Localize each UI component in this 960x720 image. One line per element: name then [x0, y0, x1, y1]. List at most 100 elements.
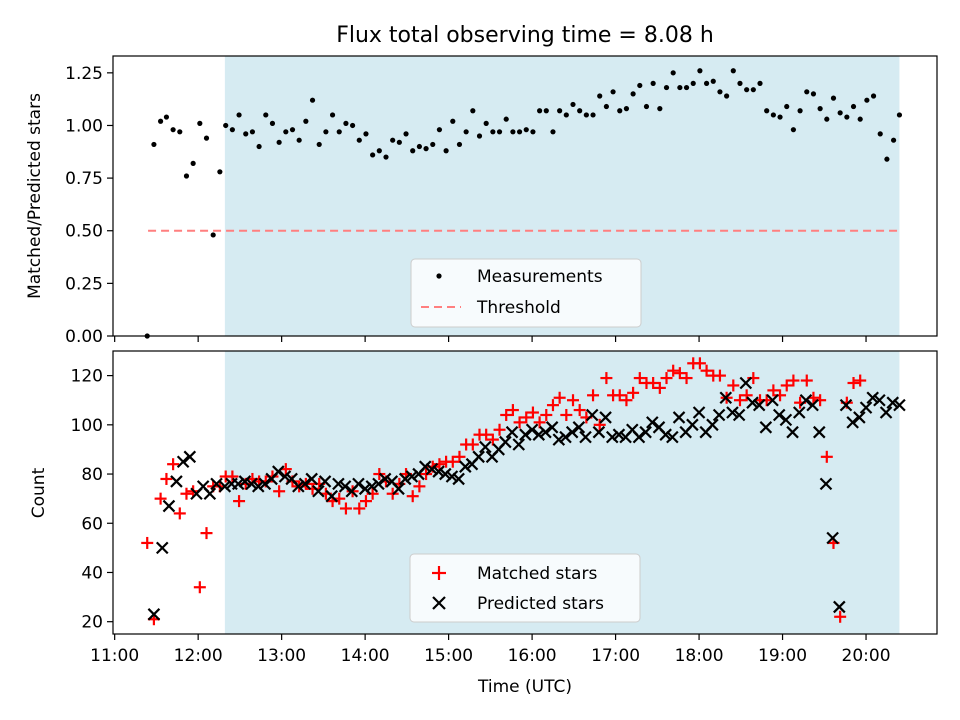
matched-star-point — [653, 381, 666, 394]
measurement-point — [864, 97, 870, 103]
predicted-star-point — [298, 477, 312, 491]
matched-star-point — [466, 438, 479, 451]
measurement-point — [637, 82, 643, 89]
measurement-point — [830, 95, 837, 101]
y-tick-label: 40 — [81, 563, 103, 583]
measurement-point — [750, 87, 756, 93]
count-y-axis-label: Count — [29, 467, 49, 518]
predicted-star-point — [183, 450, 197, 464]
matched-star-point — [446, 455, 459, 468]
predicted-star-point — [218, 480, 232, 493]
measurement-point — [710, 78, 716, 84]
predicted-star-point — [833, 600, 846, 614]
measurement-point — [263, 112, 269, 118]
matched-star-point — [167, 458, 180, 471]
measurement-point — [810, 91, 817, 97]
legend-measurement-marker — [436, 273, 442, 279]
measurement-point — [603, 103, 609, 110]
matched-star-point — [406, 490, 419, 503]
measurement-point — [770, 112, 776, 118]
predicted-star-point — [251, 480, 265, 493]
matched-star-point — [506, 404, 519, 417]
ratio-legend: Measurements Threshold — [410, 258, 642, 328]
matched-star-point — [453, 450, 466, 463]
y-tick-label: 0.75 — [65, 169, 103, 189]
measurement-point — [157, 118, 164, 124]
predicted-star-point — [732, 408, 746, 422]
measurement-point — [410, 148, 416, 154]
predicted-star-point — [272, 465, 285, 478]
matched-star-point — [546, 399, 559, 412]
predicted-star-point — [338, 480, 352, 493]
predicted-star-point — [445, 470, 459, 483]
measurement-point — [563, 112, 569, 118]
measurement-point — [643, 103, 650, 110]
matched-star-point — [567, 394, 580, 407]
predicted-star-point — [479, 440, 492, 454]
predicted-star-point — [231, 477, 245, 491]
predicted-star-point — [853, 411, 866, 424]
predicted-star-point — [813, 425, 826, 439]
matched-star-point — [154, 492, 167, 505]
measurement-point — [269, 120, 276, 126]
predicted-star-point — [692, 406, 706, 419]
measurement-point — [496, 129, 503, 135]
y-tick-label: 60 — [81, 514, 103, 534]
measurement-point — [683, 84, 690, 91]
measurement-point — [190, 160, 196, 166]
measurement-point — [570, 101, 576, 108]
measurement-point — [824, 116, 830, 122]
predicted-star-point — [806, 398, 819, 412]
measurement-point — [850, 103, 857, 110]
matched-star-point — [560, 408, 573, 421]
predicted-star-point — [472, 450, 485, 464]
predicted-star-point — [612, 428, 626, 441]
measurement-point — [730, 68, 736, 74]
matched-star-point — [273, 485, 286, 498]
measurement-point — [463, 129, 469, 135]
matched-star-point — [667, 364, 680, 377]
predicted-star-point — [405, 470, 419, 483]
y-tick-label: 100 — [71, 416, 103, 436]
measurement-point — [183, 173, 190, 179]
matched-star-point — [700, 364, 713, 377]
measurement-point — [376, 148, 382, 154]
y-tick-label: 1.25 — [65, 64, 103, 84]
predicted-star-point — [545, 421, 559, 434]
matched-star-point — [633, 372, 646, 385]
measurement-point — [543, 108, 549, 114]
predicted-star-point — [325, 489, 339, 503]
predicted-star-point — [893, 398, 906, 412]
measurement-point — [703, 80, 710, 86]
ratio-panel-frame — [112, 55, 938, 337]
measurement-point — [316, 141, 322, 148]
matched-star-point — [520, 411, 533, 424]
predicted-star-point — [170, 475, 183, 488]
y-tick-label: 0.50 — [65, 222, 103, 242]
matched-star-point — [680, 372, 693, 385]
matched-star-point — [787, 374, 800, 387]
predicted-star-point — [706, 418, 719, 432]
matched-star-point — [359, 495, 372, 508]
predicted-star-point — [245, 477, 258, 491]
measurement-point — [383, 154, 389, 160]
predicted-star-point — [826, 531, 839, 545]
measurement-point — [530, 129, 536, 135]
measurement-point — [550, 129, 556, 135]
predicted-star-point — [752, 398, 766, 412]
measurement-point — [784, 103, 790, 110]
matched-star-point — [673, 367, 686, 380]
y-tick-label: 1.00 — [65, 116, 103, 136]
measurement-point — [844, 114, 850, 120]
measurement-point — [890, 137, 897, 143]
predicted-star-point — [672, 411, 686, 424]
predicted-star-point — [605, 430, 619, 444]
matched-star-point — [513, 416, 526, 429]
measurement-point — [490, 129, 496, 135]
predicted-star-point — [686, 418, 699, 432]
predicted-star-point — [358, 482, 372, 496]
legend-predicted-label: Predicted stars — [477, 594, 604, 614]
predicted-star-point — [539, 425, 552, 439]
matched-star-point — [141, 536, 154, 549]
measurement-point — [790, 127, 797, 133]
